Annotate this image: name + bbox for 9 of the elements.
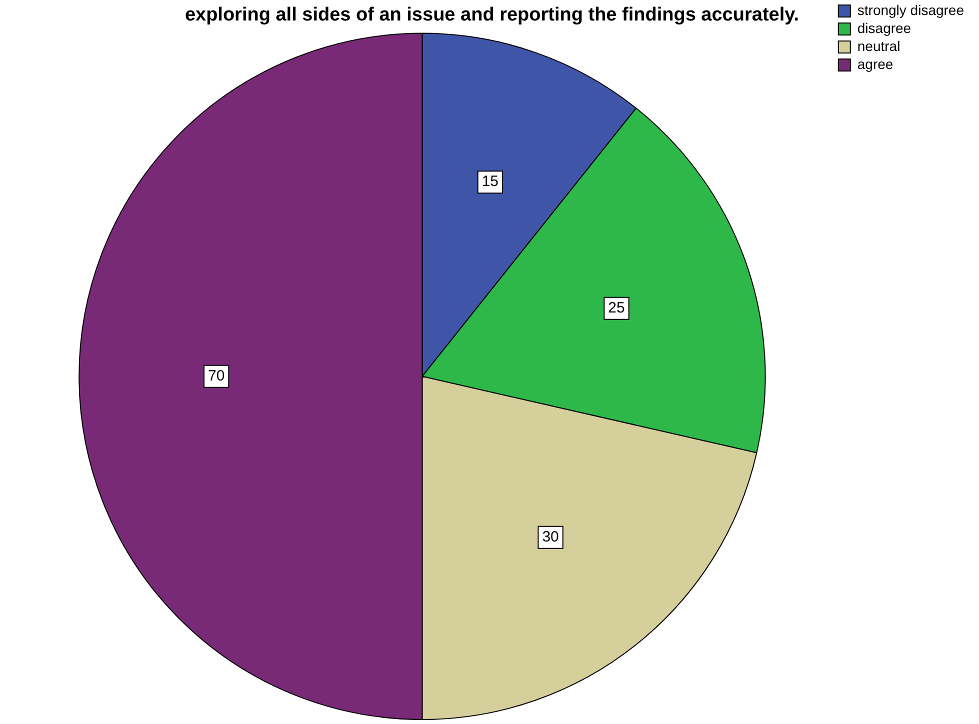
legend-label: disagree — [857, 20, 912, 36]
legend-label: agree — [857, 56, 894, 72]
data-label: 70 — [208, 368, 225, 385]
data-label: 25 — [608, 300, 625, 317]
legend-label: neutral — [857, 38, 900, 54]
chart-title: exploring all sides of an issue and reporting the findings accurately. — [184, 4, 800, 26]
legend-label: strongly disagree — [857, 2, 964, 18]
data-label: 15 — [482, 173, 499, 190]
data-label: 30 — [542, 528, 559, 546]
